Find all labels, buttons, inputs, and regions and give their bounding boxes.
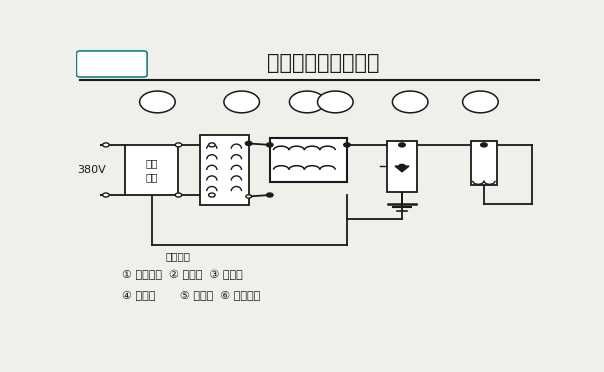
- Circle shape: [208, 193, 215, 197]
- Circle shape: [481, 143, 487, 147]
- Circle shape: [393, 91, 428, 113]
- Text: ① 变频电源  ② 激励变  ③ 电抗器: ① 变频电源 ② 激励变 ③ 电抗器: [122, 270, 243, 280]
- Circle shape: [246, 195, 251, 198]
- Text: 3: 3: [303, 96, 311, 108]
- Text: 2: 2: [238, 96, 246, 108]
- Bar: [387, 141, 417, 192]
- Text: ❊: ❊: [86, 57, 96, 70]
- Text: 电缆耐压试验接线图: 电缆耐压试验接线图: [268, 53, 380, 73]
- Circle shape: [175, 193, 182, 197]
- Text: 5: 5: [406, 96, 414, 108]
- Bar: [199, 135, 249, 205]
- Circle shape: [318, 91, 353, 113]
- Circle shape: [399, 143, 405, 147]
- Text: 6: 6: [477, 96, 484, 108]
- Circle shape: [103, 143, 109, 147]
- Polygon shape: [395, 166, 409, 172]
- Circle shape: [399, 164, 405, 169]
- Circle shape: [344, 143, 350, 147]
- Bar: [124, 145, 179, 195]
- Text: 木森電氣: 木森電氣: [97, 59, 123, 69]
- Circle shape: [140, 91, 175, 113]
- Circle shape: [208, 143, 215, 147]
- Circle shape: [245, 141, 252, 145]
- Text: 变频: 变频: [146, 158, 158, 168]
- Circle shape: [103, 193, 109, 197]
- Bar: [270, 138, 347, 182]
- Text: 1: 1: [153, 96, 161, 108]
- Circle shape: [175, 143, 182, 147]
- Text: 4: 4: [332, 96, 339, 108]
- Bar: [471, 141, 497, 185]
- Circle shape: [266, 143, 273, 147]
- Circle shape: [266, 193, 273, 197]
- Circle shape: [463, 91, 498, 113]
- FancyBboxPatch shape: [77, 51, 147, 77]
- Circle shape: [289, 91, 325, 113]
- Circle shape: [246, 142, 251, 145]
- Text: 测量输入: 测量输入: [165, 251, 191, 261]
- Circle shape: [224, 91, 260, 113]
- Text: ④ 电抗器       ⑤ 分压器  ⑥ 试品电缆: ④ 电抗器 ⑤ 分压器 ⑥ 试品电缆: [122, 290, 260, 300]
- Text: 380V: 380V: [77, 165, 106, 175]
- Text: 输出: 输出: [146, 172, 158, 182]
